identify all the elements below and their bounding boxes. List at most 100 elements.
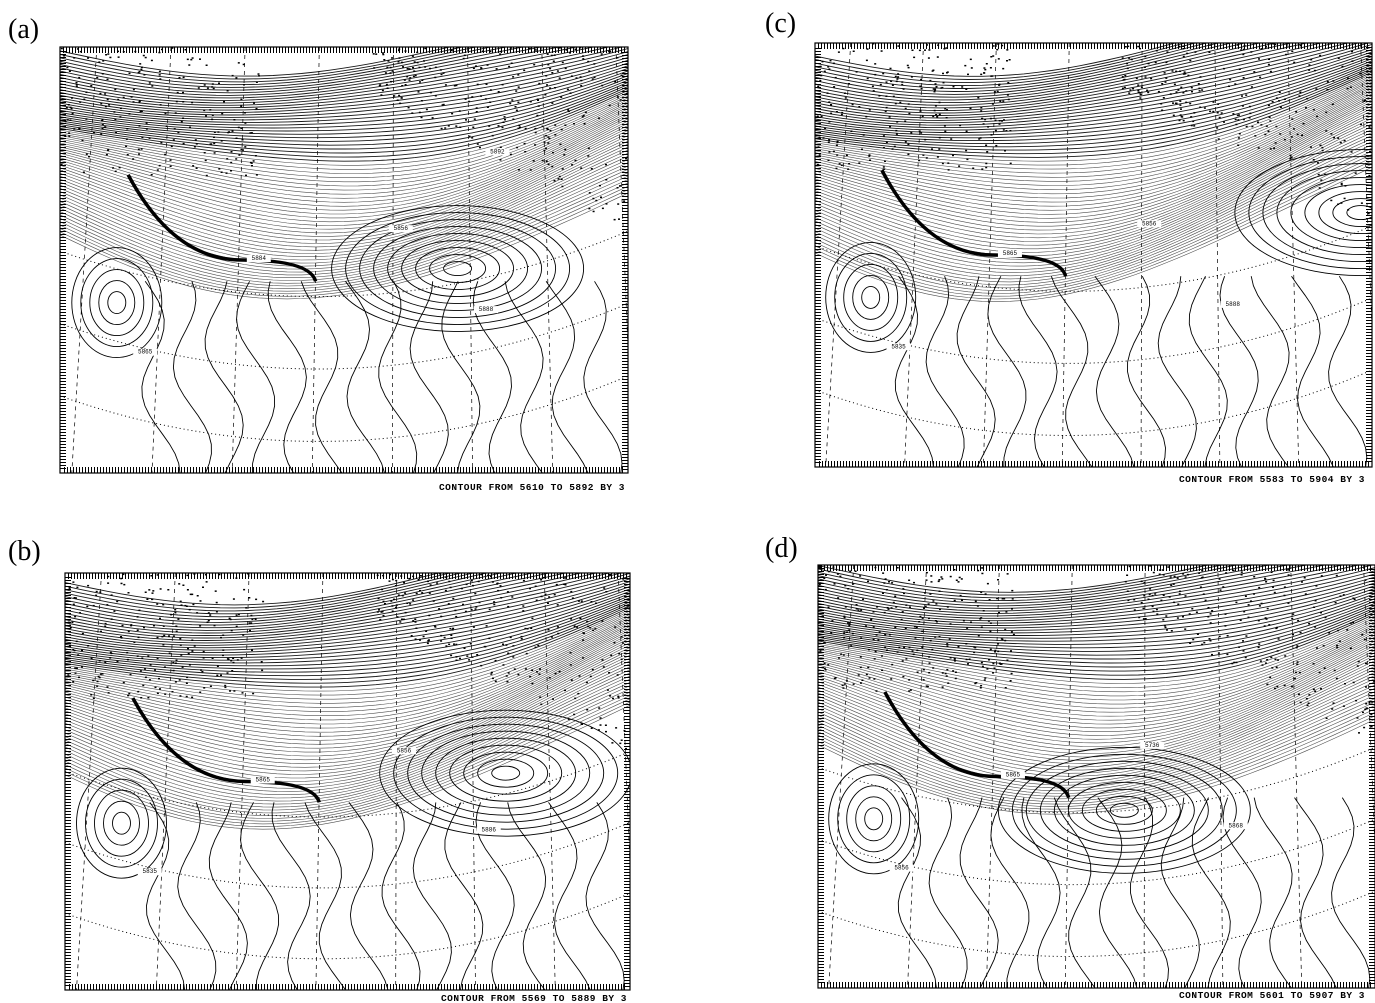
- speckle: [1176, 577, 1179, 579]
- speckle: [1218, 635, 1221, 638]
- speckle: [248, 597, 251, 599]
- speckle: [913, 581, 915, 584]
- panel-label: (b): [8, 536, 41, 567]
- speckle: [486, 106, 489, 108]
- speckle: [1337, 57, 1340, 59]
- speckle: [983, 679, 986, 681]
- speckle: [848, 83, 850, 85]
- speckle: [1365, 703, 1368, 705]
- contour-ring: [477, 758, 535, 788]
- speckle: [1273, 591, 1276, 594]
- speckle: [1168, 596, 1171, 598]
- speckle: [464, 98, 467, 100]
- speckle: [996, 48, 999, 51]
- speckle: [1258, 58, 1260, 60]
- speckle: [1203, 641, 1206, 644]
- speckle: [1355, 699, 1358, 702]
- contour-ring: [71, 247, 163, 359]
- speckle: [934, 105, 937, 107]
- speckle: [213, 131, 216, 133]
- speckle: [1175, 70, 1178, 73]
- tick-border: [815, 43, 1372, 467]
- speckle: [994, 119, 997, 122]
- speckle: [235, 625, 238, 628]
- speckle: [1216, 127, 1219, 129]
- speckle: [952, 85, 955, 88]
- speckle: [90, 694, 93, 696]
- speckle: [202, 650, 205, 653]
- contour-line: [60, 79, 628, 142]
- speckle: [148, 137, 151, 139]
- speckle: [507, 605, 510, 608]
- speckle: [488, 637, 491, 640]
- speckle: [875, 690, 878, 692]
- speckle: [509, 636, 512, 639]
- speckle: [1006, 573, 1009, 575]
- contour-line: [818, 582, 1375, 634]
- contour-line: [60, 127, 628, 237]
- speckle: [220, 636, 222, 639]
- speckle: [387, 60, 390, 62]
- contour-ring: [107, 291, 127, 315]
- speckle: [1314, 599, 1317, 602]
- speckle: [1174, 102, 1177, 104]
- speckle: [117, 56, 120, 58]
- speckle: [476, 654, 479, 656]
- speckle: [965, 130, 968, 133]
- speckle: [1273, 147, 1275, 149]
- speckle: [120, 637, 123, 639]
- speckle: [1238, 133, 1241, 135]
- speckle: [985, 166, 988, 169]
- speckle: [1318, 671, 1321, 674]
- speckle: [579, 47, 582, 49]
- meridian: [1064, 565, 1073, 988]
- contour-line: [818, 595, 1375, 649]
- speckle: [974, 600, 977, 603]
- speckle: [231, 130, 234, 132]
- speckle: [901, 611, 904, 613]
- speckle: [60, 163, 63, 166]
- speckle: [1189, 642, 1192, 644]
- contour-line: [60, 47, 478, 83]
- speckle: [408, 68, 411, 70]
- speckle: [614, 626, 617, 628]
- speckle: [591, 668, 594, 671]
- speckle: [114, 118, 117, 121]
- speckle: [138, 71, 141, 73]
- contour-line: [815, 58, 1372, 136]
- speckle: [434, 76, 437, 79]
- speckle: [912, 653, 915, 656]
- speckle: [390, 600, 393, 602]
- speckle: [570, 590, 573, 593]
- speckle: [1258, 605, 1261, 607]
- speckle: [252, 160, 255, 162]
- latitude: [815, 369, 1372, 436]
- speckle: [983, 72, 986, 74]
- speckle: [827, 664, 830, 666]
- contour-line: [1050, 276, 1093, 467]
- speckle: [517, 169, 520, 171]
- meridian: [907, 565, 927, 988]
- speckle: [255, 174, 258, 176]
- speckle: [916, 649, 919, 652]
- speckle: [472, 584, 474, 587]
- contour-line: [815, 43, 1337, 111]
- speckle: [902, 588, 905, 590]
- speckle: [401, 594, 404, 597]
- speckle: [1121, 87, 1124, 90]
- speckle: [476, 143, 479, 145]
- contour-line: [1157, 276, 1197, 467]
- speckle: [949, 657, 952, 659]
- speckle: [112, 167, 115, 169]
- speckle: [1182, 573, 1185, 575]
- contour-line: [60, 89, 628, 162]
- speckle: [184, 604, 187, 607]
- speckle: [151, 85, 154, 87]
- speckle: [848, 622, 851, 624]
- speckle: [901, 660, 904, 662]
- contour-line: [60, 156, 628, 270]
- speckle: [469, 643, 472, 645]
- contour-line: [60, 140, 628, 254]
- contour-line: [60, 47, 611, 104]
- speckle: [1315, 88, 1318, 90]
